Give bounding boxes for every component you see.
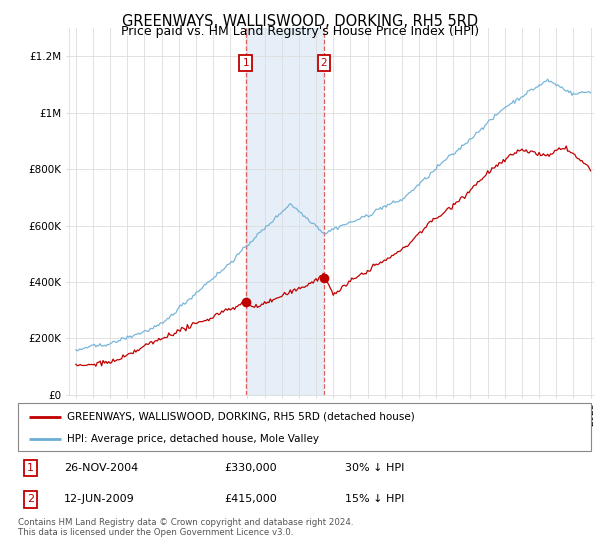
Text: 30% ↓ HPI: 30% ↓ HPI [344,463,404,473]
Text: Contains HM Land Registry data © Crown copyright and database right 2024.
This d: Contains HM Land Registry data © Crown c… [18,518,353,538]
Text: GREENWAYS, WALLISWOOD, DORKING, RH5 5RD (detached house): GREENWAYS, WALLISWOOD, DORKING, RH5 5RD … [67,412,415,422]
Text: 15% ↓ HPI: 15% ↓ HPI [344,494,404,505]
Text: Price paid vs. HM Land Registry's House Price Index (HPI): Price paid vs. HM Land Registry's House … [121,25,479,38]
FancyBboxPatch shape [18,403,591,451]
Text: 2: 2 [27,494,34,505]
Text: GREENWAYS, WALLISWOOD, DORKING, RH5 5RD: GREENWAYS, WALLISWOOD, DORKING, RH5 5RD [122,14,478,29]
Text: HPI: Average price, detached house, Mole Valley: HPI: Average price, detached house, Mole… [67,434,319,444]
Text: 1: 1 [27,463,34,473]
Text: 12-JUN-2009: 12-JUN-2009 [64,494,134,505]
Text: £415,000: £415,000 [224,494,277,505]
Text: £330,000: £330,000 [224,463,277,473]
Text: 26-NOV-2004: 26-NOV-2004 [64,463,138,473]
Text: 1: 1 [242,58,249,68]
Text: 2: 2 [320,58,327,68]
